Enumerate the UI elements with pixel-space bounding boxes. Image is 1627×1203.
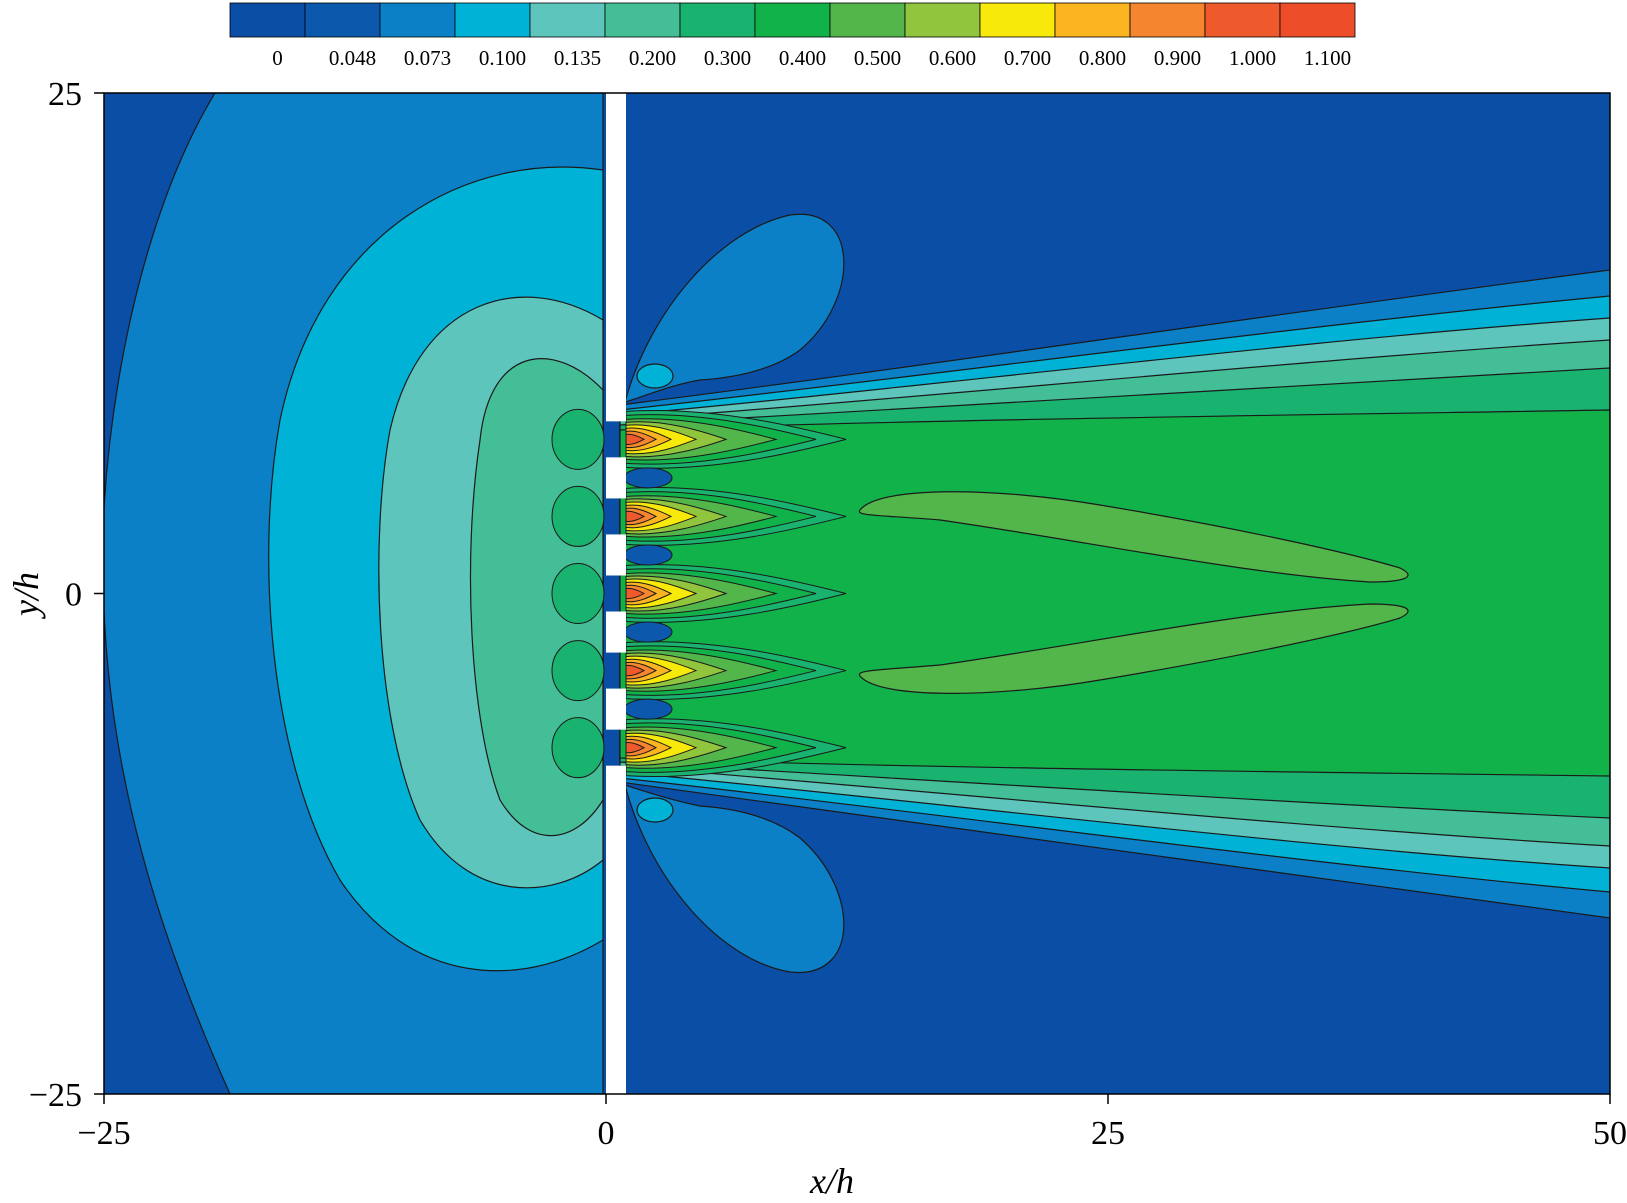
jet-contour [625, 587, 646, 600]
colorbar-swatch [454, 2, 531, 38]
wall [606, 93, 626, 1094]
colorbar-tick-label: 0.400 [779, 46, 826, 70]
colorbar-tick-label: 0.073 [404, 46, 451, 70]
wall-segment [606, 534, 626, 576]
colorbar-tick-label: 0.500 [854, 46, 901, 70]
jet-inlet-bulb [551, 717, 605, 779]
colorbar-swatch [604, 2, 681, 38]
lobe-upper [624, 213, 845, 403]
colorbar-swatch [379, 2, 456, 38]
x-tick-label: 0 [598, 1115, 615, 1152]
jet-inlet-bulb [551, 485, 605, 547]
colorbar [229, 2, 1356, 38]
jet-contour [625, 664, 646, 677]
colorbar-swatch [679, 2, 756, 38]
colorbar-tick-label: 0.800 [1079, 46, 1126, 70]
recirculation-pocket [623, 467, 673, 489]
upstream-region [104, 93, 604, 1094]
colorbar-tick-label: 0.300 [704, 46, 751, 70]
x-axis: −25 0 25 50 [77, 1094, 1627, 1152]
colorbar-tick-label: 1.100 [1304, 46, 1351, 70]
colorbar-swatch [1204, 2, 1281, 38]
recirculation-pocket [623, 698, 673, 720]
colorbar-tick-label: 0.135 [554, 46, 601, 70]
contour-plot-area [104, 93, 1610, 1094]
colorbar-tick-label: 0.900 [1154, 46, 1201, 70]
wall-segment [606, 457, 626, 499]
contour-plume-band-lower [858, 603, 1409, 694]
jet-contour [625, 433, 646, 445]
colorbar-swatch [304, 2, 381, 38]
x-axis-label: x/h [809, 1161, 854, 1201]
recirculation-pocket [623, 544, 673, 566]
lobe-upper-inner [636, 363, 674, 389]
lobe-lower [624, 784, 845, 973]
colorbar-labels: 0 0.048 0.073 0.100 0.135 0.200 0.300 0.400 0.50… [272, 46, 1351, 70]
jet-inlet-bulb [551, 563, 605, 624]
colorbar-swatch [754, 2, 831, 38]
jet [551, 485, 847, 547]
contour-plume-level-7 [619, 409, 1610, 777]
wall-segment [606, 765, 626, 1094]
jet-inlet-bulb [551, 640, 605, 702]
colorbar-tick-label: 0.600 [929, 46, 976, 70]
colorbar-tick-label: 1.000 [1229, 46, 1276, 70]
jet [551, 563, 847, 624]
jet-contour [625, 742, 646, 754]
colorbar-tick-label: 0.048 [329, 46, 376, 70]
colorbar-swatch [829, 2, 906, 38]
y-axis-label: y/h [6, 572, 46, 619]
colorbar-swatch [904, 2, 981, 38]
lobe-lower-inner [636, 797, 674, 823]
colorbar-swatch [979, 2, 1056, 38]
y-axis: 25 0 −25 [29, 76, 104, 1114]
y-tick-label: 0 [65, 577, 82, 614]
jet [551, 408, 847, 470]
y-tick-label: 25 [48, 76, 82, 113]
jet-inlet-bulb [551, 408, 605, 470]
colorbar-tick-label: 0 [272, 46, 283, 70]
jet-contour [625, 510, 646, 523]
wall-segment [606, 688, 626, 730]
colorbar-swatch [229, 2, 306, 38]
recirculation-pocket [623, 621, 673, 643]
x-tick-label: 25 [1091, 1115, 1125, 1152]
contour-upstream-level-5 [469, 358, 604, 837]
jets [551, 408, 847, 779]
colorbar-swatch [1054, 2, 1131, 38]
x-tick-label: −25 [77, 1115, 130, 1152]
colorbar-tick-label: 0.200 [629, 46, 676, 70]
downstream-plume [619, 269, 1610, 919]
jet [551, 717, 847, 779]
wall-segment [606, 611, 626, 653]
colorbar-swatch [1279, 2, 1356, 38]
side-lobes [624, 213, 845, 973]
jet [551, 640, 847, 702]
x-tick-label: 50 [1593, 1115, 1627, 1152]
colorbar-tick-label: 0.100 [479, 46, 526, 70]
contour-plume-band-upper [858, 491, 1409, 583]
y-tick-label: −25 [29, 1077, 82, 1114]
colorbar-tick-label: 0.700 [1004, 46, 1051, 70]
colorbar-swatch [1129, 2, 1206, 38]
wall-segment [606, 93, 626, 422]
colorbar-swatch [529, 2, 606, 38]
